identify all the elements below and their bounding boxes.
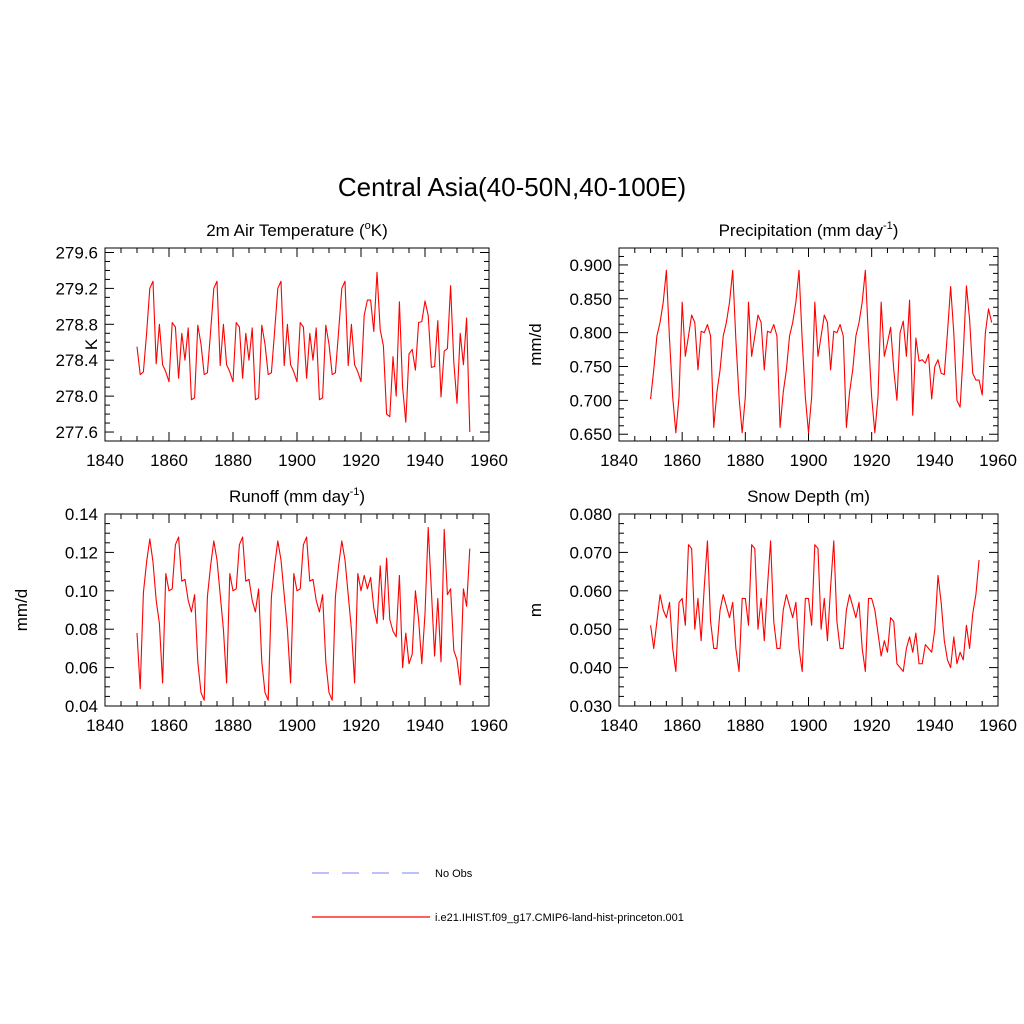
legend-label-no-obs: No Obs [435,868,473,880]
panel-title: Runoff (mm day-1) [229,486,365,506]
legend-entry-no-obs: No Obs [312,868,473,880]
panel-3: Runoff (mm day-1) 1840 1860 1880 1900 1920 194… [12,486,508,735]
y-tick-label: 0.06 [65,659,98,678]
y-tick-label: 0.04 [65,697,98,716]
panel-title: 2m Air Temperature (oK) [206,220,388,240]
y-tick-label: 0.060 [569,582,612,601]
y-tick-label: 0.700 [569,391,612,410]
x-tick-label: 1900 [790,716,828,735]
series-line [136,526,471,701]
panels: 2m Air Temperature (oK)1840 1860 1880 1900 1… [12,220,1017,735]
panel-title-tail: ) [893,221,899,240]
panel-2: Precipitation (mm day-1) 1840 1860 1880 1900… [526,220,1017,470]
panel-title: Precipitation (mm day-1) [719,220,899,240]
panel-title-tail: K) [371,221,388,240]
figure-title: Central Asia(40-50N,40-100E) [338,172,686,202]
legend: No Obs i.e21.IHIST.f09_g17.CMIP6-land-hi… [312,868,684,924]
x-tick-label: 1880 [726,716,764,735]
y-tick-label: 277.6 [55,423,98,442]
y-tick-label: 0.050 [569,620,612,639]
x-tick-label: 1920 [853,451,891,470]
y-tick-label: 0.070 [569,543,612,562]
x-tick-label: 1840 [600,451,638,470]
x-tick-label: 1960 [470,716,508,735]
x-tick-label: 1840 [600,716,638,735]
series-line [650,269,993,434]
y-tick-label: 0.800 [569,324,612,343]
x-tick-label: 1960 [979,451,1017,470]
y-tick-label: 0.08 [65,620,98,639]
y-tick-label: 0.040 [569,659,612,678]
y-axis-label: mm/d [12,589,31,632]
y-tick-label: 0.10 [65,582,98,601]
y-tick-label: 0.080 [569,505,612,524]
x-tick-label: 1860 [150,451,188,470]
x-tick-label: 1960 [470,451,508,470]
x-tick-label: 1880 [726,451,764,470]
x-tick-label: 1860 [663,716,701,735]
x-tick-label: 1840 [86,716,124,735]
series-line [650,540,980,672]
panel-1: 2m Air Temperature (oK) 1840 1860 1880 1900 1… [55,220,507,470]
y-tick-label: 0.900 [569,256,612,275]
x-tick-label: 1940 [406,451,444,470]
y-axis-label: mm/d [526,323,545,366]
x-tick-label: 1920 [342,451,380,470]
x-tick-label: 1880 [214,451,252,470]
plot-frame [618,247,999,442]
panel-title-superscript: o [365,220,371,232]
y-tick-label: 279.2 [55,279,98,298]
y-tick-label: 278.0 [55,387,98,406]
panel-title-superscript: -1 [883,220,893,232]
y-tick-label: 279.6 [55,243,98,262]
plot-frame [104,247,490,442]
x-tick-label: 1940 [916,451,954,470]
y-tick-label: 0.750 [569,358,612,377]
panel-title-text: Snow Depth (m) [747,487,870,506]
panel-title-text: 2m Air Temperature ( [206,221,365,240]
y-tick-label: 0.030 [569,697,612,716]
plot-frame [618,513,999,707]
y-tick-label: 0.850 [569,290,612,309]
y-axis-label: K [82,338,101,350]
panel-title-tail: ) [359,487,365,506]
panel-title: Snow Depth (m) [747,487,870,506]
x-tick-label: 1900 [790,451,828,470]
panel-4: Snow Depth (m) 1840 1860 1880 1900 1920 1940 19… [526,487,1017,735]
x-tick-label: 1880 [214,716,252,735]
y-tick-label: 0.12 [65,543,98,562]
x-tick-label: 1900 [278,716,316,735]
x-tick-label: 1920 [342,716,380,735]
x-tick-label: 1860 [663,451,701,470]
legend-entry-model: i.e21.IHIST.f09_g17.CMIP6-land-hist-prin… [312,912,684,924]
legend-label-model: i.e21.IHIST.f09_g17.CMIP6-land-hist-prin… [435,912,684,924]
series-line [136,271,471,433]
x-tick-label: 1900 [278,451,316,470]
y-tick-label: 0.14 [65,505,98,524]
x-tick-label: 1920 [853,716,891,735]
y-tick-label: 278.4 [55,351,98,370]
x-tick-label: 1960 [979,716,1017,735]
panel-title-text: Precipitation (mm day [719,221,884,240]
x-tick-label: 1840 [86,451,124,470]
panel-title-text: Runoff (mm day [229,487,350,506]
x-tick-label: 1860 [150,716,188,735]
panel-title-superscript: -1 [350,486,360,498]
y-axis-label: m [526,603,545,617]
y-tick-label: 278.8 [55,315,98,334]
x-tick-label: 1940 [916,716,954,735]
x-tick-label: 1940 [406,716,444,735]
y-tick-label: 0.650 [569,425,612,444]
